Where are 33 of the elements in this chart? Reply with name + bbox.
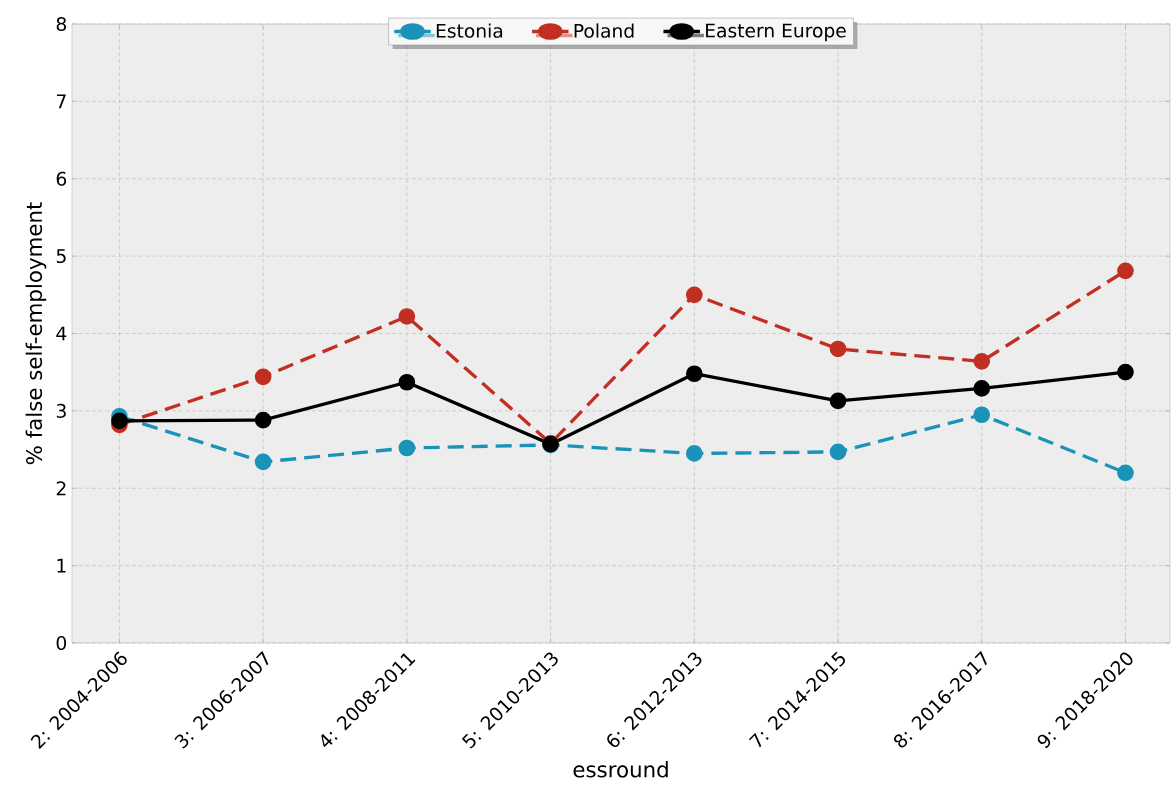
point [1117,262,1134,280]
legend-label: Estonia [436,23,503,38]
point [973,353,991,370]
legend-label: Eastern Europe [706,23,846,42]
point [254,453,272,471]
point [973,406,991,424]
y-tick-label: 0 [56,635,67,651]
legend-label: Poland [574,23,634,38]
point [829,443,847,461]
point [1117,363,1134,381]
point [1117,464,1134,482]
y-tick-label: 8 [56,16,67,32]
point [685,445,703,462]
y-tick-label: 4 [56,326,67,341]
x-axis-title: essround [573,761,668,778]
point [829,340,847,358]
y-tick-label: 2 [56,481,66,496]
y-tick-label: 6 [56,171,67,186]
point [398,373,416,391]
y-tick-label: 7 [56,94,66,109]
point [398,439,416,457]
point [829,392,847,410]
y-tick-label: 5 [56,249,66,264]
point [254,411,272,429]
point [973,380,991,397]
point [111,412,128,430]
y-tick-label: 3 [56,403,66,418]
point [685,365,703,383]
point [398,308,416,325]
point [685,286,703,304]
y-axis-title: % false self-employment [25,202,47,465]
y-tick-label: 1 [57,558,66,573]
point [254,368,272,386]
